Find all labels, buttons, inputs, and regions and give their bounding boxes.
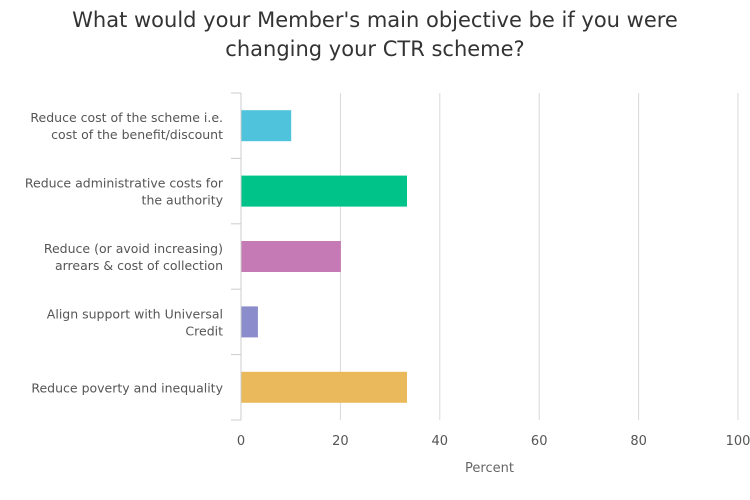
- chart-title: What would your Member's main objective …: [72, 8, 678, 61]
- category-label-3-line-1: Credit: [185, 323, 223, 338]
- category-label-0-line-1: cost of the benefit/discount: [51, 127, 223, 142]
- category-label-1-line-0: Reduce administrative costs for: [25, 176, 224, 191]
- x-tick-label-2: 40: [432, 434, 449, 449]
- x-tick-label-0: 0: [237, 434, 245, 449]
- category-label-1-line-1: the authority: [142, 193, 224, 208]
- x-tick-label-1: 20: [332, 434, 349, 449]
- bar-3: [241, 306, 258, 338]
- bar-4: [241, 371, 408, 403]
- category-label-2-line-0: Reduce (or avoid increasing): [44, 241, 223, 256]
- category-label-0-line-0: Reduce cost of the scheme i.e.: [30, 110, 223, 125]
- category-label-4-line-0: Reduce poverty and inequality: [31, 380, 223, 395]
- category-label-3-line-0: Align support with Universal: [47, 306, 223, 321]
- bar-0: [241, 110, 292, 142]
- x-tick-label-3: 60: [531, 434, 548, 449]
- bar-2: [241, 241, 341, 272]
- x-tick-label-5: 100: [726, 434, 750, 449]
- x-axis-title: Percent: [465, 461, 514, 476]
- x-tick-label-4: 80: [630, 434, 647, 449]
- bar-1: [241, 175, 408, 207]
- category-label-2-line-1: arrears & cost of collection: [55, 258, 223, 273]
